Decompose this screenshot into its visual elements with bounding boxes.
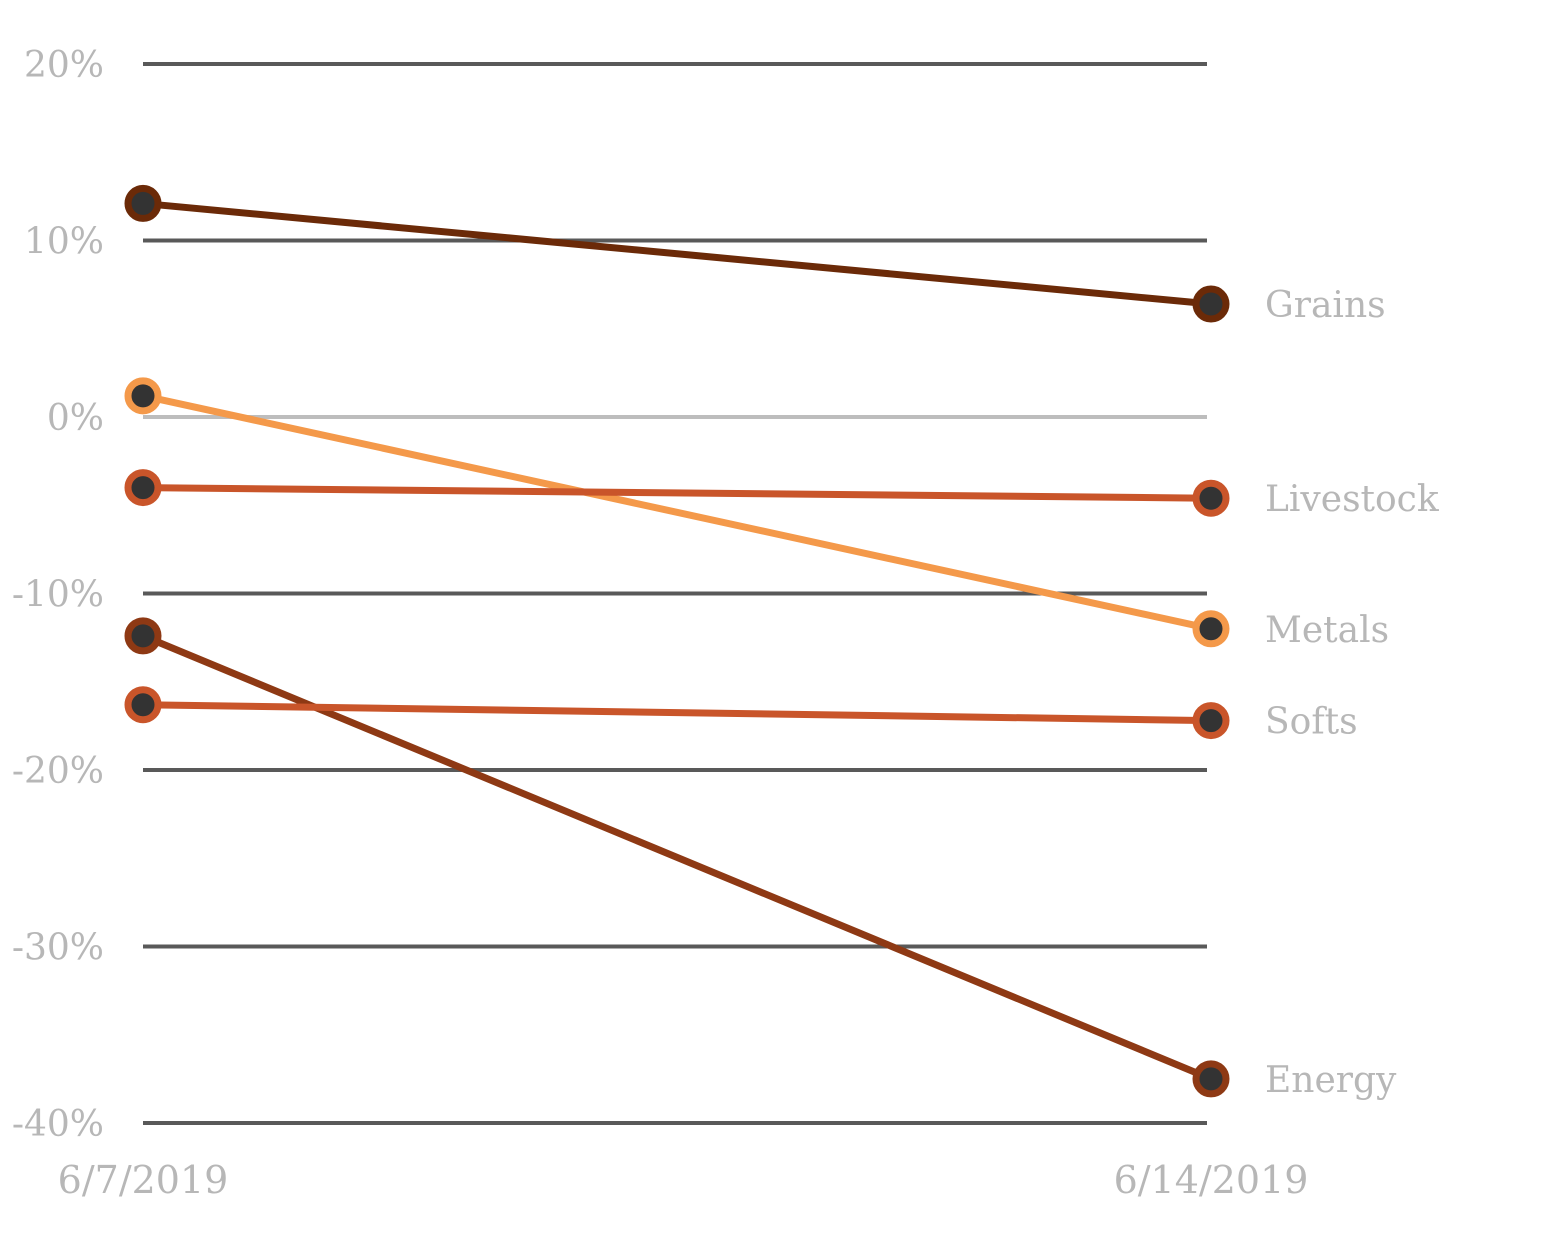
series-label: Grains xyxy=(1265,285,1386,326)
series-label: Livestock xyxy=(1265,479,1440,520)
series-label: Softs xyxy=(1265,702,1358,743)
data-point xyxy=(1192,1060,1230,1098)
x-tick-label: 6/14/2019 xyxy=(1114,1158,1309,1202)
data-point xyxy=(124,184,162,222)
series-softs xyxy=(124,686,1230,740)
series-lines xyxy=(124,184,1230,1098)
y-tick-label: -30% xyxy=(12,928,104,969)
series-energy xyxy=(124,617,1230,1098)
data-point xyxy=(124,617,162,655)
y-tick-label: 20% xyxy=(24,45,104,86)
x-axis-tick-labels: 6/7/2019 6/14/2019 xyxy=(58,1158,1309,1202)
data-point xyxy=(124,469,162,507)
series-line xyxy=(139,392,1215,633)
series-label: Metals xyxy=(1265,610,1389,651)
y-tick-label: -10% xyxy=(12,575,104,616)
y-tick-label: -40% xyxy=(12,1104,104,1145)
x-tick-label: 6/7/2019 xyxy=(58,1158,229,1202)
series-metals xyxy=(124,377,1230,648)
series-grains xyxy=(124,184,1230,323)
data-point xyxy=(1192,479,1230,517)
series-line xyxy=(139,484,1215,502)
data-point xyxy=(1192,610,1230,648)
data-point xyxy=(1192,285,1230,323)
y-tick-label: 0% xyxy=(47,398,104,439)
series-labels: Grains Metals Livestock Energy Softs xyxy=(1265,285,1440,1101)
data-point xyxy=(1192,702,1230,740)
gridlines xyxy=(143,62,1207,1125)
series-livestock xyxy=(124,469,1230,517)
data-point xyxy=(124,377,162,415)
series-line xyxy=(139,632,1215,1083)
series-line xyxy=(139,199,1215,308)
y-axis-tick-labels: 20% 10% 0% -10% -20% -30% -40% xyxy=(12,45,104,1145)
y-tick-label: 10% xyxy=(24,222,104,263)
series-label: Energy xyxy=(1265,1060,1397,1101)
series-line xyxy=(139,701,1215,725)
data-point xyxy=(124,686,162,724)
y-tick-label: -20% xyxy=(12,751,104,792)
